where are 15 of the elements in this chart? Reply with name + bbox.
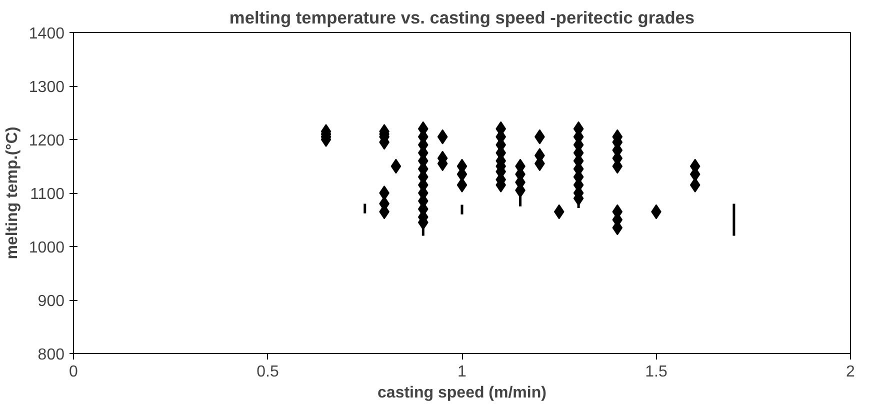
x-tick-label: 0 — [69, 364, 78, 380]
y-axis-title: melting temp.(°C) — [4, 126, 21, 260]
y-tick-label: 900 — [38, 293, 65, 310]
y-tick-label: 1200 — [28, 132, 65, 150]
y-tick-label: 800 — [38, 346, 65, 364]
x-tick-label: 1.5 — [645, 364, 668, 380]
x-tick-label: 1 — [458, 364, 467, 380]
x-tick-label: 0.5 — [256, 364, 279, 380]
x-axis-title: casting speed (m/min) — [378, 384, 546, 402]
y-tick-label: 1400 — [28, 26, 65, 42]
y-tick-label: 1000 — [28, 240, 65, 256]
y-tick-label: 1300 — [28, 79, 65, 96]
y-tick-label: 1100 — [30, 186, 65, 203]
x-tick-label: 2 — [846, 364, 856, 380]
chart-title: melting temperature vs. casting speed -peritectic grades — [229, 8, 695, 28]
